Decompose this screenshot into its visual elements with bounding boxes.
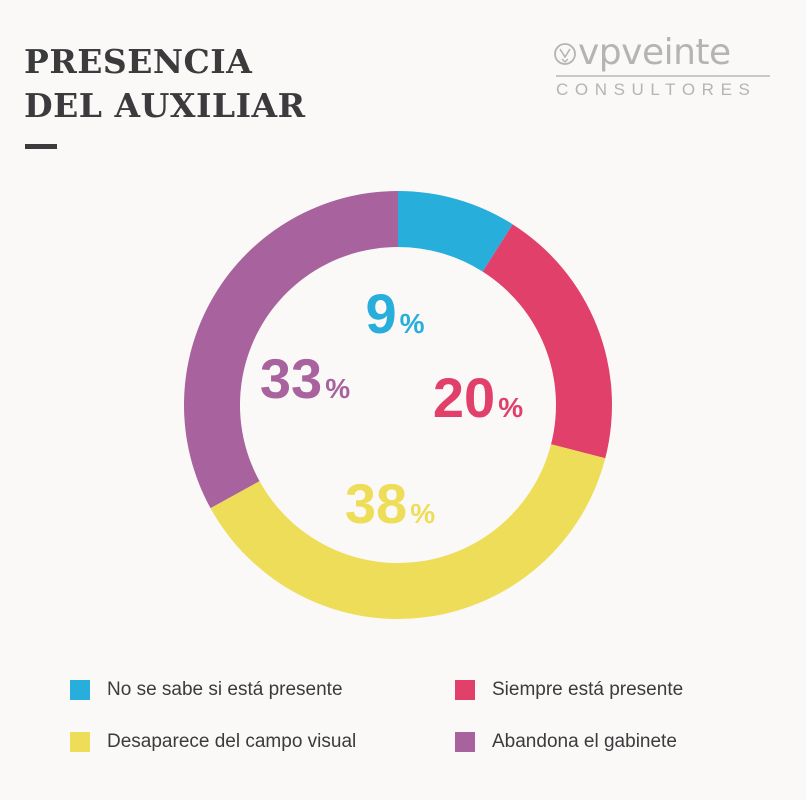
donut-slice-4 [184,191,398,509]
legend-item-3: Desaparece del campo visual [70,728,356,756]
logo-subtitle: CONSULTORES [556,80,757,99]
legend-swatch [70,680,90,700]
slice-label-4: 33% [260,347,350,410]
slice-label-1: 9% [365,282,424,345]
legend-label: Siempre está presente [492,679,684,700]
legend-swatch [70,732,90,752]
donut-slice-2 [482,224,612,459]
chart-legend: No se sabe si está presente Siempre está … [70,676,790,766]
slice-label-2: 20% [433,366,523,429]
legend-swatch [455,680,475,700]
title-underline [25,144,57,149]
legend-label: Desaparece del campo visual [107,731,357,752]
vp-circle-mark-icon [554,43,576,65]
legend-item-2: Siempre está presente [455,676,683,704]
legend-item-1: No se sabe si está presente [70,676,343,704]
legend-swatch [455,732,475,752]
title-line-1: PRESENCIA [24,42,253,81]
legend-item-4: Abandona el gabinete [455,728,677,756]
brand-logo: vpveinte CONSULTORES [554,32,770,104]
donut-slice-1 [398,191,513,272]
slice-label-3: 38% [345,472,435,535]
page-title: PRESENCIA DEL AUXILIAR [24,40,306,128]
legend-label: Abandona el gabinete [492,731,677,752]
title-line-2: DEL AUXILIAR [24,86,306,125]
donut-slice-3 [210,444,606,619]
logo-wordmark: vpveinte [578,32,731,73]
logo-divider [556,75,770,77]
legend-label: No se sabe si está presente [107,679,343,700]
